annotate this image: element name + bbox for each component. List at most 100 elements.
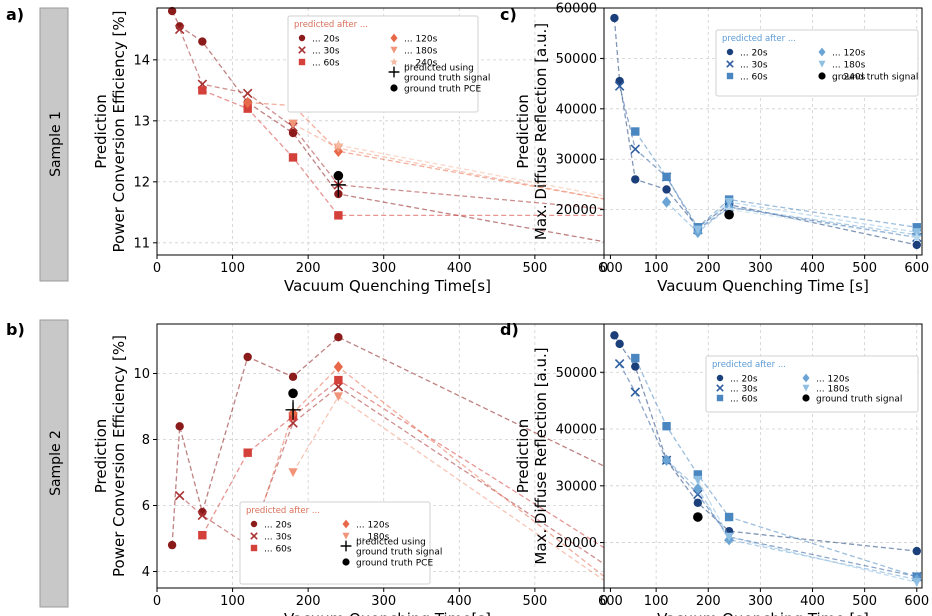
legend: predicted after ...... 20s... 30s... 60s… <box>705 355 919 413</box>
data-point <box>243 104 252 113</box>
legend-entry: ... 60s <box>312 59 340 69</box>
data-point <box>693 470 703 479</box>
legend-entry: ... 20s <box>740 49 768 59</box>
x-tick-label: 400 <box>800 261 825 276</box>
data-point <box>288 128 298 138</box>
series-line <box>338 144 611 198</box>
legend-box <box>705 355 919 413</box>
y-axis-label-2: Power Conversion Efficiency [%] <box>110 11 128 253</box>
legend-marker <box>298 34 306 42</box>
legend-marker <box>716 374 724 382</box>
x-tick-label: 600 <box>598 261 623 276</box>
data-point <box>243 352 252 362</box>
x-tick-label: 300 <box>748 594 773 609</box>
legend: predicted after ...... 20s... 30s... 60s… <box>287 15 490 113</box>
y-axis-label: Prediction <box>92 94 110 169</box>
legend-entry: predicted using <box>356 538 426 548</box>
x-tick-label: 200 <box>696 594 721 609</box>
data-point <box>610 13 619 23</box>
y-tick-label: 4 <box>142 565 150 580</box>
x-tick-label: 600 <box>904 594 929 609</box>
series-line <box>619 363 917 578</box>
legend-entry: ground truth PCE <box>356 559 433 569</box>
legend-entry: ground truth signal <box>356 548 442 558</box>
sample-1-label: Sample 1 <box>48 111 64 177</box>
plot-frame <box>603 7 923 256</box>
legend-title: predicted after ... <box>246 506 320 516</box>
data-point <box>174 490 185 501</box>
x-tick-label: 100 <box>220 594 245 609</box>
legend-marker <box>298 46 306 54</box>
ground-truth-point <box>724 209 734 220</box>
legend-marker <box>390 57 398 66</box>
y-tick-label: 40000 <box>556 102 597 117</box>
legend-entry: ground truth signal <box>832 73 918 83</box>
data-point <box>198 37 207 46</box>
x-tick-label: 100 <box>644 594 669 609</box>
data-point <box>693 498 703 508</box>
panel-label: b) <box>6 320 25 339</box>
legend-marker <box>716 384 724 392</box>
panel-a: 0 100 200 300 400 500 600 11 12 13 14 Vacuum Quench… <box>6 5 623 295</box>
legend-title: predicted after ... <box>722 34 796 44</box>
data-point <box>288 153 298 162</box>
x-tick-label: 100 <box>220 261 245 276</box>
data-point <box>197 510 208 521</box>
y-tick-label: 60000 <box>556 2 597 17</box>
legend-entry: ... 60s <box>730 395 758 405</box>
legend-box <box>287 15 479 113</box>
legend-marker <box>340 540 352 552</box>
legend-entry: ... 120s <box>356 521 390 531</box>
x-tick-label: 600 <box>598 594 623 609</box>
data-point <box>167 540 177 550</box>
legend-entry: ... 120s <box>816 375 850 385</box>
legend-marker <box>726 60 734 68</box>
legend-title: predicted after ... <box>294 20 368 30</box>
sample-1-box <box>39 7 69 282</box>
x-tick-label: 0 <box>600 261 608 276</box>
ground-truth-point <box>288 388 298 399</box>
legend-entry: ... 240s <box>832 73 866 83</box>
y-axis-label-2: Power Conversion Efficiency [%] <box>110 335 128 577</box>
x-tick-label: 200 <box>296 594 321 609</box>
data-point <box>723 204 735 215</box>
data-point <box>243 448 252 457</box>
data-point <box>333 361 343 373</box>
legend-marker <box>818 60 826 68</box>
ground-truth-point <box>333 170 344 181</box>
legend-marker <box>802 394 810 402</box>
legend-entry: ... 120s <box>404 35 438 45</box>
x-tick-label: 500 <box>852 594 877 609</box>
y-axis-label: Prediction <box>514 94 532 169</box>
legend-marker <box>802 373 810 383</box>
x-tick-label: 400 <box>800 594 825 609</box>
panel-label: d) <box>500 320 519 339</box>
legend-entry: ... 180s <box>816 385 850 395</box>
data-point <box>631 362 640 371</box>
panel-label: a) <box>6 5 24 24</box>
data-point <box>693 225 703 235</box>
series-line <box>618 85 917 239</box>
legend-marker <box>390 84 398 92</box>
data-point <box>615 339 624 349</box>
data-point <box>912 223 921 232</box>
y-axis-label: Prediction <box>92 419 110 494</box>
data-point <box>288 119 298 129</box>
data-point <box>693 475 703 485</box>
data-point <box>243 96 253 109</box>
legend-entry: ground truth signal <box>816 395 902 405</box>
sample-2-label: Sample 2 <box>48 430 64 496</box>
legend-entry: ... 180s <box>832 61 866 71</box>
data-point <box>630 387 641 397</box>
data-point <box>912 240 921 250</box>
series-line <box>179 29 611 210</box>
x-tick-label: 400 <box>447 594 472 609</box>
y-tick-label: 40000 <box>556 423 597 438</box>
legend-marker <box>250 520 258 528</box>
series-5 <box>723 204 922 242</box>
legend-entry: ground truth signal <box>404 74 490 84</box>
legend-marker <box>388 66 400 78</box>
data-point <box>242 88 253 99</box>
x-axis-label: Vacuum Quenching Time [s] <box>657 610 869 616</box>
y-tick-label: 20000 <box>556 536 597 551</box>
